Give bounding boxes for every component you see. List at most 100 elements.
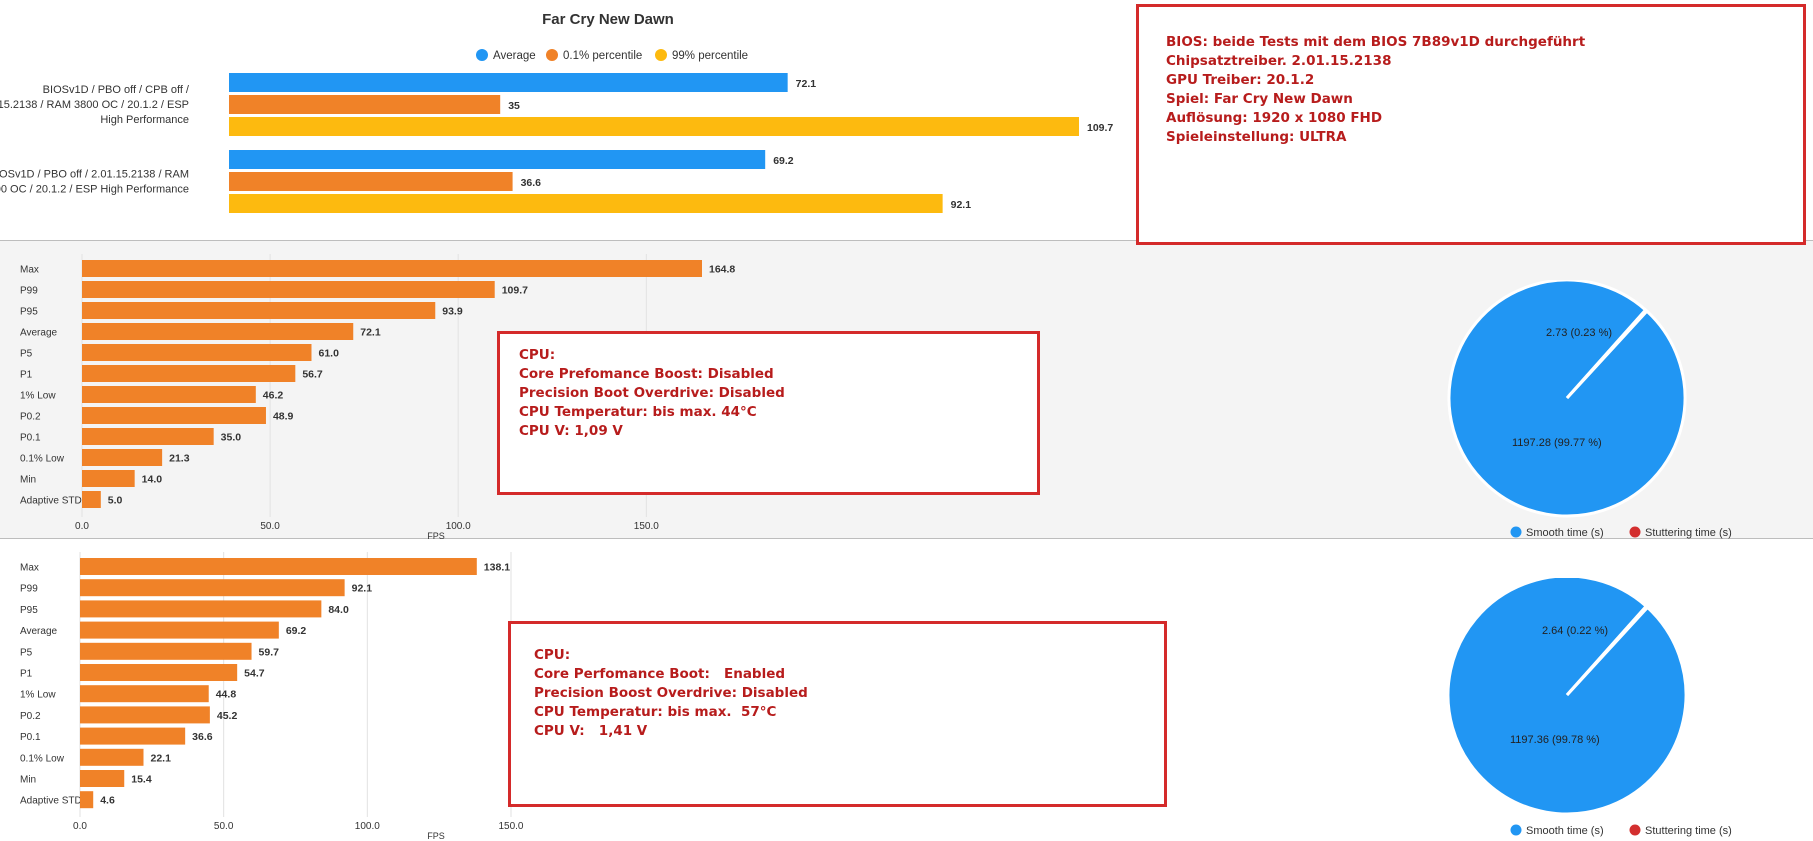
cpu1-note-line: Core Prefomance Boost: Disabled <box>519 366 774 382</box>
bar <box>80 621 279 639</box>
category-label: 1% Low <box>20 391 56 402</box>
cpu1-note-box: CPU: Core Prefomance Boost: Disabled Pre… <box>497 331 1040 495</box>
bar <box>80 685 209 703</box>
legend-marker <box>1629 824 1641 836</box>
category-label: Average <box>20 626 58 637</box>
cpu1-note-line: CPU Temperatur: bis max. 44°C <box>519 404 757 420</box>
category-label: P99 <box>20 584 38 595</box>
bios-note-line: BIOS: beide Tests mit dem BIOS 7B89v1D d… <box>1166 34 1586 50</box>
bar <box>80 770 125 787</box>
cpu1-note-line: Precision Boot Overdrive: Disabled <box>519 385 785 401</box>
data-label: 48.9 <box>273 411 294 423</box>
category-label: P95 <box>20 307 38 318</box>
bar <box>80 558 477 575</box>
data-label: 84.0 <box>328 604 349 616</box>
bios-note-line: Spiel: Far Cry New Dawn <box>1166 91 1353 107</box>
legend-label: Average <box>493 50 536 62</box>
pie-slice-smooth <box>1447 280 1687 518</box>
data-label: 109.7 <box>1087 122 1113 134</box>
legend-marker <box>1510 526 1522 538</box>
data-label: 92.1 <box>951 199 972 211</box>
data-label: 21.3 <box>169 453 190 465</box>
data-label: 46.2 <box>263 390 284 402</box>
legend-marker <box>476 49 488 61</box>
cpu1-note-line: CPU V: 1,09 V <box>519 423 623 439</box>
data-label: 4.6 <box>100 795 115 807</box>
pie-slice-smooth <box>1446 578 1688 816</box>
data-label: 56.7 <box>302 369 323 381</box>
category-label: Adaptive STD <box>20 796 82 807</box>
legend-marker <box>1629 526 1641 538</box>
bios-note-line: GPU Treiber: 20.1.2 <box>1166 72 1315 88</box>
data-label: 72.1 <box>360 327 381 339</box>
bar <box>229 172 513 191</box>
panel-divider-1 <box>0 240 1813 241</box>
bar <box>82 386 256 403</box>
cpu1-note-line: CPU: <box>519 347 556 363</box>
data-label: 35.0 <box>221 432 242 444</box>
bar <box>82 260 702 277</box>
slice-label: 2.64 (0.22 %) <box>1542 625 1608 637</box>
data-label: 14.0 <box>142 474 163 486</box>
legend-marker <box>655 49 667 61</box>
data-label: 109.7 <box>502 285 528 297</box>
category-label: P0.1 <box>20 732 41 743</box>
cpu2-note-line: CPU Temperatur: bis max. 57°C <box>534 704 777 720</box>
category-label: P5 <box>20 349 33 360</box>
legend-marker <box>546 49 558 61</box>
category-label: BIOSv1D / PBO off / 2.01.15.2138 / RAM 38… <box>0 169 189 196</box>
bar <box>229 117 1079 136</box>
category-label: P99 <box>20 286 38 297</box>
bar <box>80 642 252 660</box>
bar <box>80 600 322 618</box>
bar <box>80 664 238 681</box>
bar <box>82 344 312 361</box>
category-label: P1 <box>20 669 33 680</box>
bar <box>82 302 436 319</box>
cpu2-note-box: CPU: Core Perfomance Boot: Enabled Preci… <box>508 621 1167 807</box>
category-label: P0.1 <box>20 433 41 444</box>
bar <box>80 706 210 724</box>
category-label: Min <box>20 475 36 486</box>
run2-stutter-pie-chart: 2.64 (0.22 %) 1197.36 (99.78 %) Smooth tim… <box>1446 578 1732 837</box>
slice-label: 2.73 (0.23 %) <box>1546 327 1612 339</box>
data-label: 93.9 <box>442 306 463 318</box>
x-tick-label: 100.0 <box>446 521 471 532</box>
pie-slice-stutter <box>1565 307 1649 400</box>
category-label: P0.2 <box>20 711 41 722</box>
data-label: 69.2 <box>773 155 794 167</box>
bar <box>80 748 144 766</box>
bar <box>229 95 501 114</box>
bios-note-line: Auflösung: 1920 x 1080 FHD <box>1166 110 1383 126</box>
bar <box>80 791 94 809</box>
cpu2-note-line: CPU V: 1,41 V <box>534 723 648 739</box>
x-tick-label: 0.0 <box>73 821 87 832</box>
category-label: P1 <box>20 370 33 381</box>
legend-label: 99% percentile <box>672 50 748 62</box>
data-label: 61.0 <box>318 348 339 360</box>
category-label: Max <box>20 563 39 574</box>
data-label: 164.8 <box>709 264 735 276</box>
category-label: P5 <box>20 647 33 658</box>
bios-note-line: Spieleinstellung: ULTRA <box>1166 129 1347 145</box>
bar <box>82 449 163 466</box>
category-label: 0.1% Low <box>20 753 65 764</box>
data-label: 44.8 <box>216 689 237 701</box>
data-label: 92.1 <box>352 583 373 595</box>
x-tick-label: 150.0 <box>634 521 659 532</box>
category-label: Max <box>20 265 39 276</box>
legend-label: Stuttering time (s) <box>1645 527 1732 539</box>
bar <box>82 323 354 340</box>
slice-label: 1197.28 (99.77 %) <box>1512 437 1602 449</box>
data-label: 5.0 <box>108 495 123 507</box>
bar <box>82 281 495 298</box>
x-tick-label: 50.0 <box>260 521 280 532</box>
bar <box>229 194 943 213</box>
data-label: 54.7 <box>244 668 265 680</box>
pie-slice-stutter <box>1565 604 1650 697</box>
legend-marker <box>1510 824 1522 836</box>
x-tick-label: 100.0 <box>355 821 380 832</box>
cpu2-note-line: CPU: <box>534 647 571 663</box>
bar <box>80 579 345 597</box>
data-label: 59.7 <box>259 646 280 658</box>
